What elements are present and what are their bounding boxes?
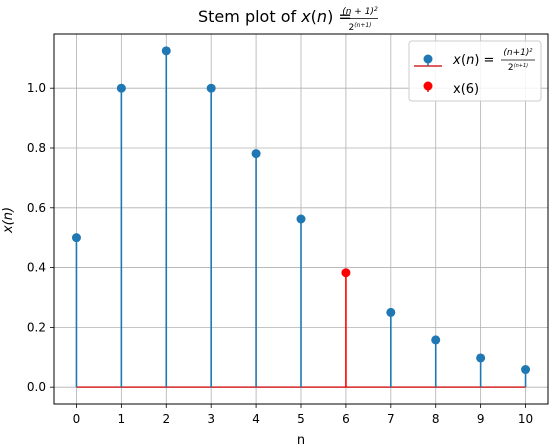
- svg-text:x: x: [452, 53, 461, 68]
- stem-point: [386, 307, 396, 317]
- stem-point: [476, 353, 486, 363]
- x-tick-label: 4: [252, 412, 260, 426]
- x-axis-label: n: [297, 433, 305, 447]
- legend-box: [408, 40, 542, 102]
- highlight-layer: [341, 268, 351, 388]
- legend-entry-series: x (n) = (n+1)2 2(n+1): [414, 48, 535, 73]
- y-ticks: 0.0 0.2 0.4 0.6 0.8 1.0: [27, 81, 54, 394]
- x-tick-label: 7: [387, 412, 395, 426]
- stem-point: [296, 214, 306, 224]
- x-tick-label: 3: [207, 412, 215, 426]
- x-tick-label: 10: [518, 412, 533, 426]
- stem-point: [206, 83, 216, 93]
- y-axis-label: x(n): [1, 207, 16, 234]
- x-tick-label: 1: [118, 412, 126, 426]
- y-tick-label: 0.4: [27, 261, 46, 275]
- svg-text:2(n+1): 2(n+1): [348, 22, 371, 34]
- x-tick-label: 5: [297, 412, 305, 426]
- stem-point: [521, 365, 531, 375]
- y-tick-label: 1.0: [27, 81, 46, 95]
- stem-point: [71, 233, 81, 243]
- legend-entry-highlight: x(6): [423, 81, 479, 97]
- x-tick-label: 9: [477, 412, 485, 426]
- x-tick-label: 2: [162, 412, 170, 426]
- stem-point: [116, 83, 126, 93]
- svg-text:2(n+1): 2(n+1): [508, 63, 528, 73]
- legend: x (n) = (n+1)2 2(n+1) x(6): [408, 40, 542, 102]
- x-tick-label: 8: [432, 412, 440, 426]
- stem-point: [161, 46, 171, 56]
- y-tick-label: 0.0: [27, 380, 46, 394]
- svg-text:(n + 1)2: (n + 1)2: [342, 6, 378, 18]
- svg-text:Stem plot of x(n) =: Stem plot of x(n) =: [198, 7, 352, 26]
- legend-marker-series: [423, 54, 433, 64]
- y-tick-label: 0.8: [27, 141, 46, 155]
- svg-text:x(6): x(6): [453, 82, 479, 97]
- x-ticks: 0 1 2 3 4 5 6 7 8 9 10: [73, 404, 533, 426]
- svg-text:(n+1)2: (n+1)2: [503, 48, 532, 58]
- y-tick-label: 0.6: [27, 201, 46, 215]
- svg-text:(n) =: (n) =: [461, 53, 494, 68]
- chart-title: Stem plot of x(n) = (n + 1)2 2(n+1): [198, 6, 378, 34]
- legend-marker-highlight: [423, 81, 433, 91]
- x-tick-label: 6: [342, 412, 350, 426]
- highlight-point: [341, 268, 351, 278]
- y-tick-label: 0.2: [27, 320, 46, 334]
- x-tick-label: 0: [73, 412, 81, 426]
- stems: [71, 46, 531, 388]
- stem-point: [431, 335, 441, 345]
- stem-point: [251, 149, 261, 159]
